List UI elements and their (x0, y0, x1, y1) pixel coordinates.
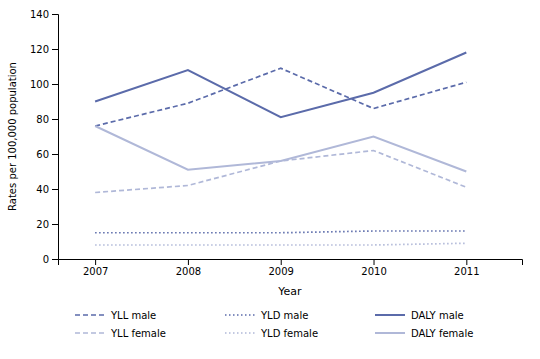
y-tick-label: 0 (43, 254, 49, 265)
y-tick-label: 140 (30, 9, 49, 20)
series-line (95, 53, 466, 118)
legend-swatch (375, 314, 405, 316)
y-tick-mark (52, 119, 58, 120)
y-tick-mark (52, 84, 58, 85)
x-tick-label: 2010 (361, 266, 386, 277)
x-tick-label: 2011 (454, 266, 479, 277)
legend-item: DALY male (375, 310, 464, 321)
legend-item: YLL male (75, 310, 156, 321)
y-tick-label: 100 (30, 79, 49, 90)
x-tick-mark (374, 259, 375, 265)
y-tick: 120 (30, 44, 58, 55)
x-tick: 2007 (83, 259, 108, 277)
x-tick-label: 2008 (176, 266, 201, 277)
y-tick-label: 20 (36, 219, 49, 230)
y-tick: 80 (36, 114, 58, 125)
legend-swatch (75, 332, 105, 334)
y-tick: 100 (30, 79, 58, 90)
x-tick: 2008 (176, 259, 201, 277)
y-tick-mark (52, 14, 58, 15)
x-axis-title: Year (277, 285, 302, 298)
legend-label: YLD female (260, 328, 318, 339)
x-tick-mark (466, 259, 467, 265)
y-tick-mark (52, 49, 58, 50)
y-tick: 40 (36, 184, 58, 195)
x-tick-label: 2009 (268, 266, 293, 277)
plot: 2007 2008 2009 2010 2011 0 20 40 60 80 100 120 140 Ye… (7, 9, 523, 298)
legend-label: YLL male (110, 310, 156, 321)
y-tick: 140 (30, 9, 58, 20)
legend-label: DALY male (411, 310, 464, 321)
x-axis-line (59, 260, 523, 266)
x-tick: 2010 (361, 259, 386, 277)
legend: YLL male YLL female YLD male YLD female DALY… (75, 310, 473, 339)
lines (95, 53, 466, 246)
y-tick: 60 (36, 149, 58, 160)
x-tick: 2009 (268, 259, 293, 277)
y-tick-mark (52, 154, 58, 155)
y-tick-label: 60 (36, 149, 49, 160)
series-line (95, 231, 466, 233)
y-axis: 0 20 40 60 80 100 120 140 (30, 9, 59, 265)
chart: 2007 2008 2009 2010 2011 0 20 40 60 80 100 120 140 Ye… (0, 0, 540, 359)
legend-label: DALY female (411, 328, 473, 339)
y-tick: 20 (36, 219, 58, 230)
y-tick-mark (52, 189, 58, 190)
y-tick-label: 80 (36, 114, 49, 125)
x-tick-mark (188, 259, 189, 265)
legend-item: DALY female (375, 328, 473, 339)
y-tick-label: 120 (30, 44, 49, 55)
legend-item: YLD female (225, 328, 318, 339)
y-tick-label: 40 (36, 184, 49, 195)
x-tick-mark (281, 259, 282, 265)
x-tick: 2011 (454, 259, 479, 277)
x-tick-label: 2007 (83, 266, 108, 277)
legend-swatch (225, 314, 255, 316)
legend-swatch (75, 314, 105, 316)
legend-item: YLD male (225, 310, 308, 321)
legend-label: YLD male (260, 310, 308, 321)
series-line (95, 151, 466, 193)
legend-item: YLL female (75, 328, 166, 339)
series-line (95, 126, 466, 172)
legend-swatch (225, 332, 255, 334)
y-tick: 0 (43, 254, 58, 265)
series-line (95, 243, 466, 245)
legend-swatch (375, 332, 405, 334)
y-axis-line (52, 15, 59, 260)
x-tick-mark (95, 259, 96, 265)
y-tick-mark (52, 259, 58, 260)
y-axis-title: Rates per 100,000 population (7, 62, 18, 211)
y-tick-mark (52, 224, 58, 225)
legend-label: YLL female (110, 328, 166, 339)
x-axis: 2007 2008 2009 2010 2011 (59, 259, 523, 277)
